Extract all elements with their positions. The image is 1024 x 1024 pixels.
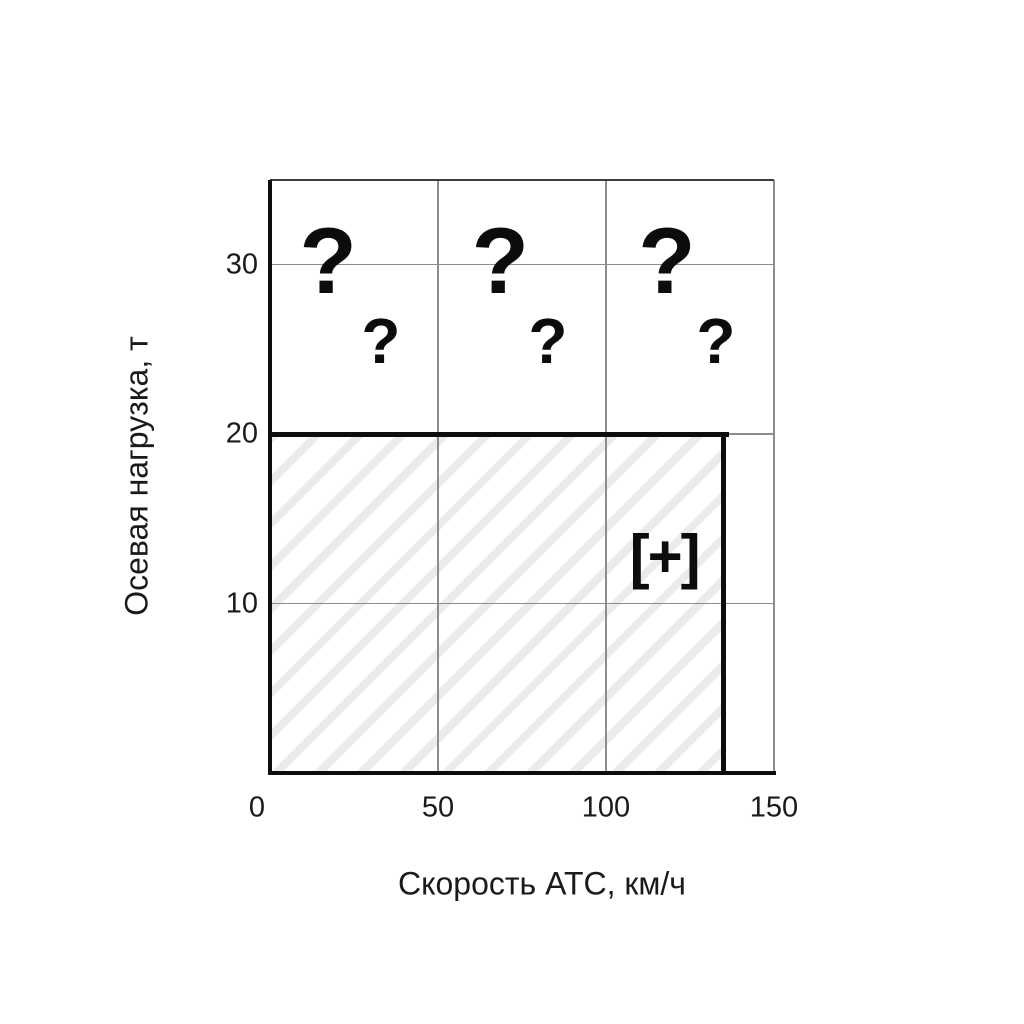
y-tick-label-20: 20 xyxy=(225,417,258,450)
gridline-x-100 xyxy=(605,180,607,773)
question-mark-large-2: ? xyxy=(638,208,696,314)
gridline-y-30 xyxy=(270,263,774,266)
y-axis-title: Осевая нагрузка, т xyxy=(118,336,155,616)
question-mark-small-3: ? xyxy=(361,304,401,377)
question-mark-large-1: ? xyxy=(471,208,529,314)
plus-marker: [+] xyxy=(629,522,701,590)
region-right-boundary-line xyxy=(721,431,727,773)
y-tick-label-30: 30 xyxy=(225,248,258,281)
x-tick-label-0: 0 xyxy=(248,791,266,824)
gridline-x-50 xyxy=(437,180,439,773)
region-top-boundary-line xyxy=(270,431,729,437)
x-tick-label-100: 100 xyxy=(581,791,631,824)
y-axis-line xyxy=(268,180,272,775)
question-mark-large-0: ? xyxy=(299,208,357,314)
x-axis-line xyxy=(268,771,776,775)
x-tick-label-50: 50 xyxy=(421,791,455,824)
question-mark-small-5: ? xyxy=(696,304,736,377)
y-tick-label-10: 10 xyxy=(225,587,258,620)
x-axis-title: Скорость АТС, км/ч xyxy=(398,865,686,902)
x-tick-label-150: 150 xyxy=(749,791,799,824)
gridline-y-10 xyxy=(270,602,774,605)
plot-top-border xyxy=(270,179,774,181)
question-mark-small-4: ? xyxy=(528,304,568,377)
gridline-x-150 xyxy=(773,180,775,773)
